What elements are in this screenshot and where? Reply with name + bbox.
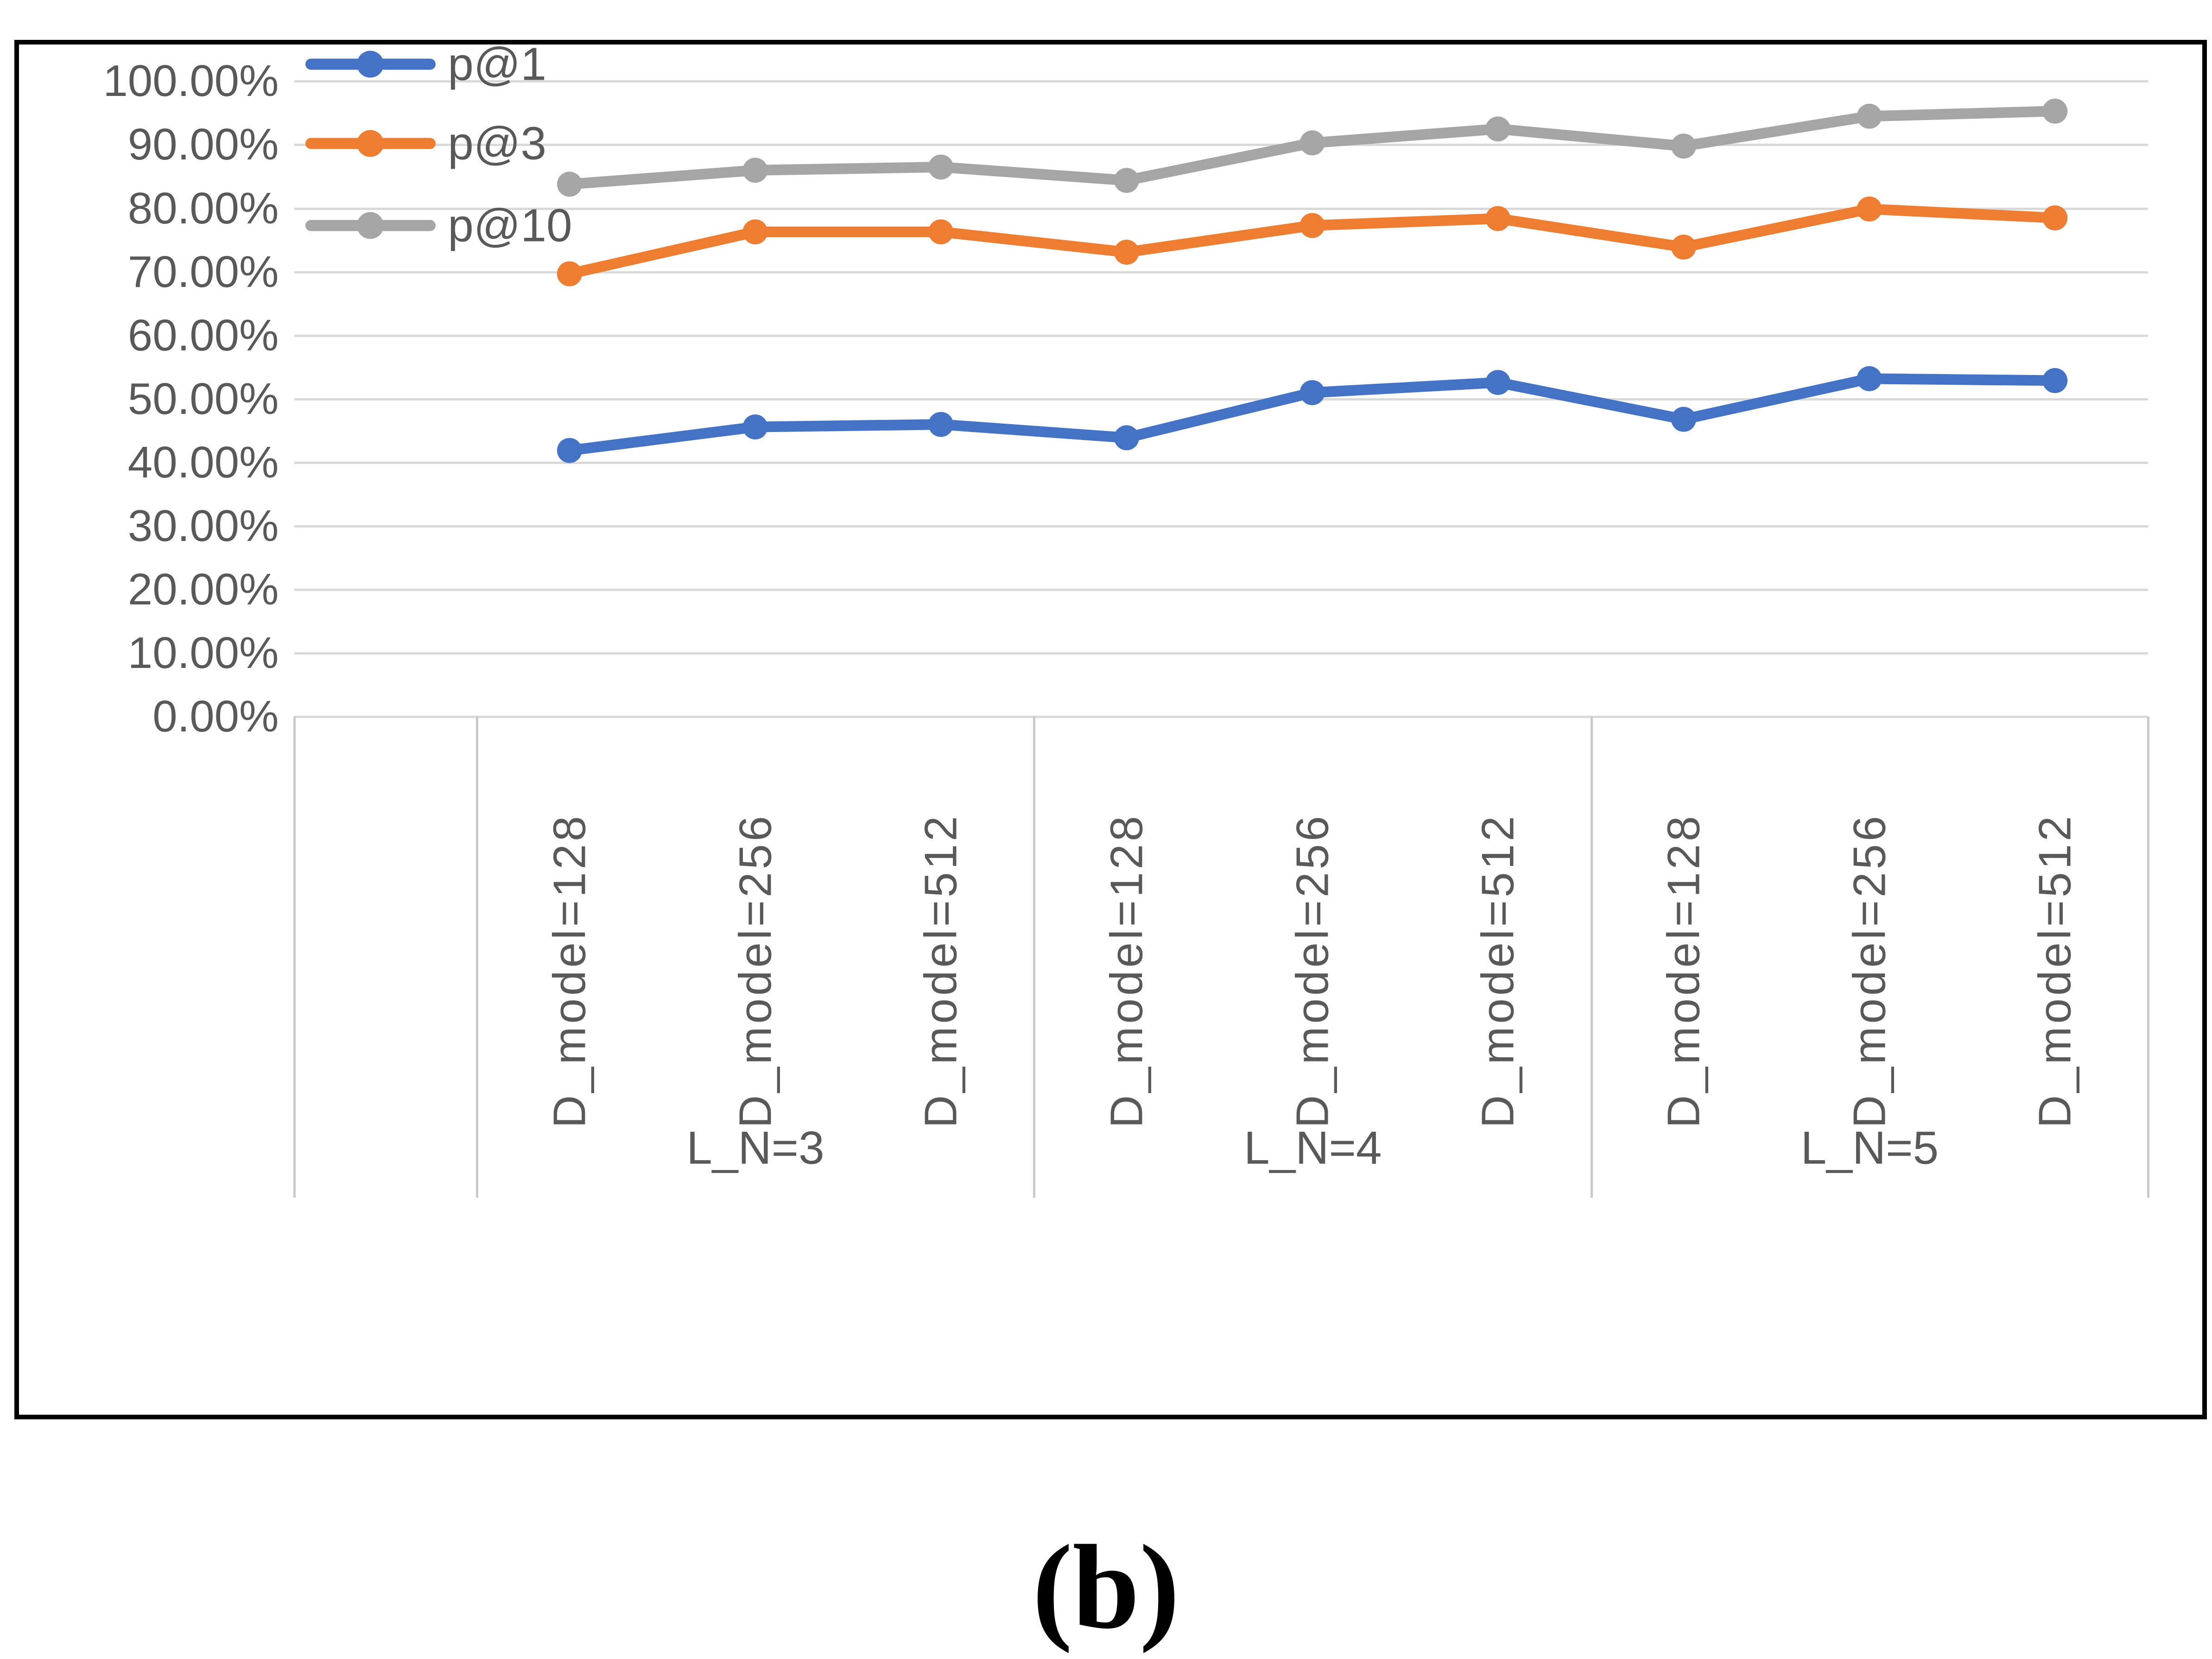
data-point-marker	[1857, 196, 1882, 222]
data-point-marker	[1299, 380, 1325, 405]
figure-caption: (b)	[1032, 1520, 1180, 1654]
y-axis-tick-label: 60.00%	[127, 310, 279, 360]
y-axis-tick-label: 90.00%	[127, 120, 279, 170]
data-point-marker	[1485, 206, 1511, 231]
y-axis-tick-label: 0.00%	[152, 692, 279, 742]
y-axis-tick-label: 50.00%	[127, 374, 279, 424]
gridline	[294, 271, 2148, 273]
data-point-marker	[1114, 168, 1139, 193]
category-divider	[475, 717, 478, 1198]
gridline	[294, 80, 2148, 83]
y-axis-tick-label: 80.00%	[127, 183, 279, 233]
gridline	[294, 207, 2148, 210]
data-point-marker	[928, 219, 954, 245]
data-point-marker	[1857, 103, 1882, 129]
y-axis-tick-label: 30.00%	[127, 501, 279, 551]
category-divider	[2147, 717, 2149, 1198]
data-point-marker	[742, 219, 768, 245]
x-group-label: L_N=5	[1800, 1122, 1939, 1174]
gridline	[294, 652, 2148, 655]
chart-border	[14, 39, 2207, 1420]
y-axis-tick-label: 40.00%	[127, 437, 279, 487]
data-point-marker	[928, 154, 954, 180]
x-group-label: L_N=3	[686, 1122, 824, 1174]
gridline	[294, 334, 2148, 337]
gridline	[294, 525, 2148, 528]
y-axis-tick-label: 70.00%	[127, 247, 279, 297]
data-point-marker	[742, 158, 768, 183]
data-point-marker	[1671, 235, 1696, 260]
y-axis-tick-label: 20.00%	[127, 564, 279, 614]
category-divider	[1033, 717, 1036, 1198]
data-point-marker	[742, 414, 768, 440]
data-point-marker	[1299, 213, 1325, 238]
y-axis-tick-label: 10.00%	[127, 628, 279, 678]
data-point-marker	[1671, 133, 1696, 159]
x-group-label: L_N=4	[1244, 1122, 1382, 1174]
data-point-marker	[557, 261, 582, 286]
data-point-marker	[2042, 205, 2068, 231]
data-point-marker	[1485, 370, 1511, 395]
data-point-marker	[2042, 98, 2068, 124]
data-point-marker	[2042, 368, 2068, 393]
data-point-marker	[1299, 130, 1325, 156]
data-point-marker	[1485, 116, 1511, 142]
data-point-marker	[928, 412, 954, 437]
gridline	[294, 144, 2148, 146]
gridline	[294, 461, 2148, 464]
data-point-marker	[1114, 425, 1139, 451]
category-divider	[1591, 717, 1593, 1198]
gridline	[294, 398, 2148, 400]
data-point-marker	[557, 438, 582, 463]
data-point-marker	[557, 172, 582, 197]
data-point-marker	[1671, 407, 1696, 432]
gridline	[294, 588, 2148, 591]
data-point-marker	[1114, 240, 1139, 265]
data-point-marker	[1857, 366, 1882, 391]
gridline	[294, 716, 2148, 718]
y-axis-tick-label: 100.00%	[103, 56, 279, 106]
category-divider	[293, 717, 296, 1198]
